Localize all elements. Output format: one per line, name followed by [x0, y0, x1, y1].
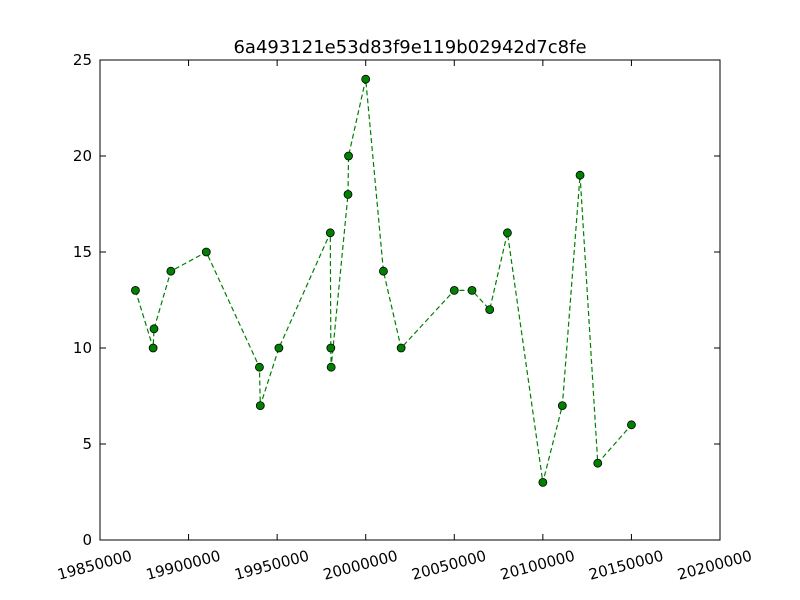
data-point — [131, 285, 140, 295]
data-point — [326, 362, 336, 372]
x-tick-label: 20100000 — [498, 547, 576, 584]
data-point — [166, 266, 176, 276]
data-point — [325, 228, 335, 238]
data-point — [467, 285, 477, 295]
data-point — [575, 170, 585, 180]
data-point — [396, 343, 406, 353]
data-point — [255, 362, 264, 372]
chart-title: 6a493121e53d83f9e119b02942d7c8fe — [233, 37, 586, 58]
data-point — [449, 285, 459, 295]
x-tick-label: 20150000 — [587, 547, 665, 584]
y-tick-label: 20 — [73, 147, 92, 165]
data-point — [149, 324, 159, 334]
y-tick-label: 0 — [82, 531, 92, 549]
x-tick-label: 20050000 — [410, 547, 488, 584]
data-point — [485, 305, 495, 315]
data-point — [255, 401, 265, 411]
data-point — [538, 477, 548, 487]
x-tick-label: 19850000 — [55, 547, 133, 584]
plot-frame — [99, 59, 721, 541]
data-point — [344, 151, 353, 161]
x-tick-label: 20200000 — [675, 547, 753, 584]
data-point — [201, 247, 211, 257]
data-point — [326, 343, 336, 353]
data-point — [593, 458, 603, 468]
series-line — [134, 79, 632, 483]
data-point — [379, 266, 388, 276]
data-point — [627, 420, 636, 430]
data-point — [361, 74, 371, 84]
data-point — [557, 401, 567, 411]
x-tick-label: 19900000 — [144, 547, 222, 584]
data-point — [274, 343, 284, 353]
y-tick-label: 5 — [82, 435, 92, 453]
y-tick-label: 25 — [73, 51, 92, 69]
plot-layer: 19850000 19900000 19950000 20000000 20050000… — [55, 51, 753, 584]
y-tick-label: 15 — [73, 243, 92, 261]
data-point — [503, 228, 512, 238]
data-point — [148, 343, 158, 353]
x-tick-label: 19950000 — [233, 547, 311, 584]
y-tick-label: 10 — [73, 339, 92, 357]
data-point — [343, 189, 353, 199]
x-tick-label: 20000000 — [321, 547, 399, 584]
